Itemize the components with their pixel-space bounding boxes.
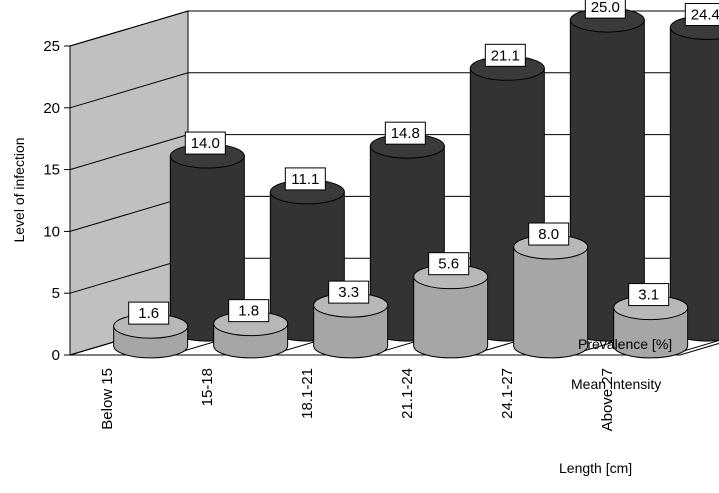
x-tick-label: Below 15: [99, 368, 116, 430]
series-axis-labels: Prevalence [%] Mean intensity: [571, 336, 672, 392]
data-label-text: 21.1: [491, 47, 520, 64]
data-label: 5.6: [428, 252, 470, 276]
x-tick-label: 15-18: [199, 368, 216, 406]
cylinder-body: [613, 307, 689, 359]
data-label-box: [428, 252, 470, 276]
data-label-box: [384, 121, 426, 145]
data-label-text: 1.8: [238, 303, 259, 320]
data-label-text: 1.6: [138, 305, 159, 322]
mean-intensity-bar: [513, 234, 589, 359]
data-label-box: [328, 280, 370, 304]
data-label-box: [684, 3, 719, 27]
data-label-text: 25.0: [591, 0, 620, 16]
data-label: 8.0: [528, 222, 570, 246]
data-label-box: [284, 167, 326, 191]
x-tick-label: 21.1-24: [399, 368, 416, 419]
y-tick-label: 0: [52, 347, 60, 364]
data-label-box: [228, 299, 270, 323]
y-tick-label: 10: [43, 223, 60, 240]
x-axis-ticks: Below 15 15-18 18.1-21 21.1-24 24.1-27 Above …: [99, 368, 616, 431]
data-label-text: 8.0: [538, 226, 559, 243]
data-label-text: 11.1: [291, 171, 319, 188]
data-label-text: 14.8: [391, 125, 420, 142]
y-tick-label: 20: [43, 100, 60, 117]
data-label-text: 14.0: [191, 135, 220, 152]
data-label: 3.1: [628, 283, 670, 307]
data-label: 25.0: [584, 0, 626, 19]
series-label-prevalence: Prevalence [%]: [578, 336, 672, 352]
x-tick-label: 18.1-21: [299, 368, 316, 419]
data-labels: 14.0 11.1 14.8 21.1 25.0 24.4 1.6 1.8 3.3 5.6 8.0 3…: [128, 0, 719, 325]
floor-line: [669, 339, 719, 356]
data-label: 14.0: [184, 131, 226, 155]
cylinder-body: [413, 276, 489, 359]
x-axis-label: Length [cm]: [559, 460, 632, 476]
y-tick-label: 5: [52, 285, 60, 302]
cylinder-body: [669, 27, 719, 342]
data-label: 24.4: [684, 3, 719, 27]
x-tick-label: Above 27: [599, 368, 616, 431]
mean-intensity-bar: [413, 264, 489, 359]
prevalence-bar: [669, 15, 719, 342]
series-label-mean-intensity: Mean intensity: [571, 376, 661, 392]
data-label-box: [584, 0, 626, 19]
data-label: 11.1: [284, 167, 326, 191]
data-label: 14.8: [384, 121, 426, 145]
data-label-box: [184, 131, 226, 155]
x-tick-label: 24.1-27: [499, 368, 516, 419]
y-tick-label: 15: [43, 162, 60, 179]
data-label: 1.6: [128, 301, 170, 325]
data-label-text: 24.4: [691, 7, 719, 24]
data-label-box: [484, 43, 526, 67]
y-tick-label: 25: [43, 38, 60, 55]
data-label-box: [128, 301, 170, 325]
y-axis-label: Level of infection: [11, 137, 27, 242]
cylinder-body: [513, 246, 589, 359]
data-label-text: 5.6: [438, 256, 459, 273]
data-label: 21.1: [484, 43, 526, 67]
data-label-text: 3.1: [638, 287, 659, 304]
data-label-box: [628, 283, 670, 307]
data-label-box: [528, 222, 570, 246]
y-axis-ticks: 0 5 10 15 20 25: [43, 38, 70, 364]
data-label-text: 3.3: [338, 284, 359, 301]
cylinder-body: [313, 304, 389, 359]
data-label: 1.8: [228, 299, 270, 323]
data-label: 3.3: [328, 280, 370, 304]
